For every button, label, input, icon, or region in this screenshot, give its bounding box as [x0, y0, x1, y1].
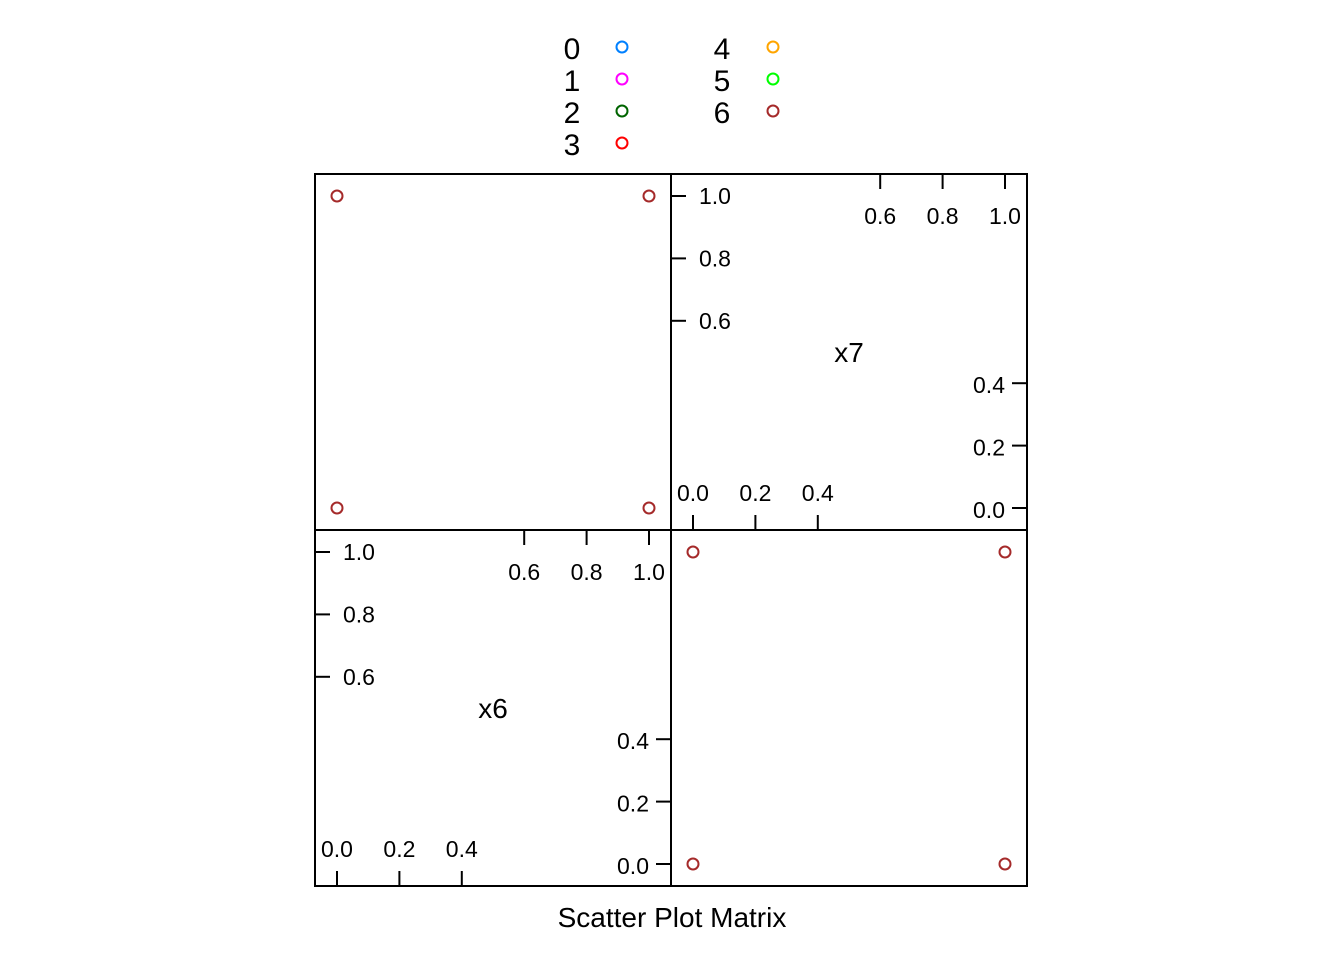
tick-label-x7-top-0.8: 0.8: [927, 203, 959, 229]
axes: 0.6 0.8 1.0 0.6 0.8 1.0 0.0 0.2 0.4 0.0 0.2 0.4 0.6 0…: [315, 174, 1027, 886]
tick-label-x7-right-0.2: 0.2: [973, 435, 1005, 461]
legend-label-4: 4: [714, 33, 731, 66]
tick-label-x7-left-0.6: 0.6: [699, 308, 731, 334]
tick-label-x7-right-0.0: 0.0: [973, 497, 1005, 523]
tick-label-x6-left-1.0: 1.0: [343, 539, 375, 565]
variable-labels: x7 x6: [478, 337, 864, 724]
legend-label-2: 2: [564, 97, 581, 130]
tick-label-x6-top-1.0: 1.0: [633, 559, 665, 585]
point-x7-vs-x6-2: [686, 545, 700, 559]
point-x7-vs-x6-0: [686, 857, 700, 871]
legend-label-5: 5: [714, 65, 731, 98]
legend-marker-6: [766, 104, 780, 118]
tick-label-x6-bottom-0.0: 0.0: [321, 836, 353, 862]
x-axis-title: Scatter Plot Matrix: [558, 902, 787, 933]
tick-label-x6-bottom-0.4: 0.4: [446, 836, 478, 862]
point-x7-vs-x6-3: [998, 545, 1012, 559]
legend-marker-5: [766, 72, 780, 86]
tick-label-x6-right-0.2: 0.2: [617, 791, 649, 817]
legend-marker-1: [615, 72, 629, 86]
tick-label-x6-right-0.0: 0.0: [617, 853, 649, 879]
point-x6-vs-x7-2: [642, 501, 656, 515]
legend-label-6: 6: [714, 97, 731, 130]
tick-label-x6-top-0.8: 0.8: [571, 559, 603, 585]
variable-label-x7: x7: [834, 337, 864, 368]
point-x6-vs-x7-0: [330, 501, 344, 515]
legend-marker-0: [615, 40, 629, 54]
tick-label-x7-bottom-0.4: 0.4: [802, 480, 834, 506]
tick-label-x7-top-1.0: 1.0: [989, 203, 1021, 229]
legend-label-0: 0: [564, 33, 581, 66]
points: [330, 189, 1012, 871]
tick-label-x7-left-0.8: 0.8: [699, 245, 731, 271]
point-x7-vs-x6-1: [998, 857, 1012, 871]
tick-label-x6-top-0.6: 0.6: [508, 559, 540, 585]
tick-label-x7-bottom-0.0: 0.0: [677, 480, 709, 506]
legend-marker-2: [615, 104, 629, 118]
variable-label-x6: x6: [478, 693, 508, 724]
point-x6-vs-x7-3: [642, 189, 656, 203]
legend-label-1: 1: [564, 65, 581, 98]
tick-label-x6-left-0.8: 0.8: [343, 601, 375, 627]
tick-label-x7-bottom-0.2: 0.2: [739, 480, 771, 506]
point-x6-vs-x7-1: [330, 189, 344, 203]
tick-label-x7-top-0.6: 0.6: [864, 203, 896, 229]
tick-label-x6-right-0.4: 0.4: [617, 728, 649, 754]
tick-label-x6-left-0.6: 0.6: [343, 664, 375, 690]
legend-label-3: 3: [564, 129, 581, 162]
legend-marker-4: [766, 40, 780, 54]
tick-label-x6-bottom-0.2: 0.2: [383, 836, 415, 862]
legend-marker-3: [615, 136, 629, 150]
tick-label-x7-left-1.0: 1.0: [699, 183, 731, 209]
tick-label-x7-right-0.4: 0.4: [973, 372, 1005, 398]
panel-area: [314, 173, 1028, 887]
